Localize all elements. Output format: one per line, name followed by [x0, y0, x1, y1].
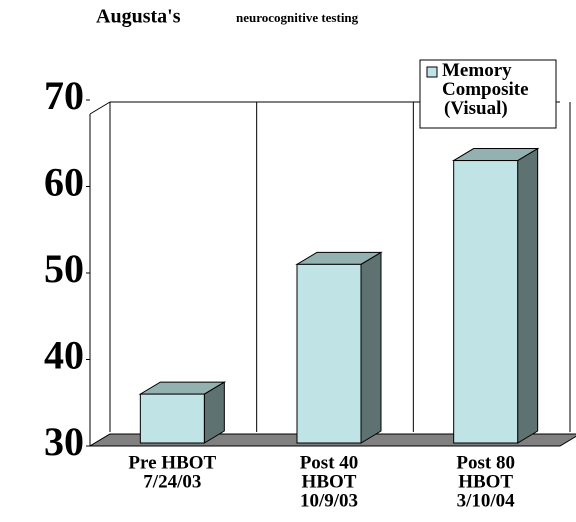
- bar: [295, 251, 383, 444]
- x-tick-label: HBOT: [458, 471, 513, 492]
- chart-title: Augusta's: [96, 6, 181, 28]
- y-tick-label: 60: [44, 160, 84, 205]
- bar-front: [296, 263, 362, 444]
- bar-side: [517, 147, 539, 444]
- x-tick-label: HBOT: [302, 471, 357, 492]
- bar-front: [453, 160, 519, 444]
- legend-label: Memory Composite (Visual): [442, 60, 529, 119]
- y-tick-label: 40: [44, 333, 84, 378]
- y-tick-label: 30: [44, 419, 84, 464]
- bar: [138, 381, 227, 444]
- bar: [451, 147, 540, 444]
- bar-side: [360, 251, 382, 444]
- left-wall-top: [89, 101, 111, 115]
- x-tick-label: 7/24/03: [143, 471, 201, 492]
- y-tick-label: 70: [44, 73, 84, 118]
- chart-subtitle: neurocognitive testing: [236, 10, 359, 25]
- x-tick-label: 10/9/03: [300, 490, 358, 511]
- x-tick-label: Post 80: [456, 452, 515, 473]
- legend-swatch: [426, 66, 438, 78]
- y-tick-label: 50: [44, 246, 84, 291]
- x-tick-label: 3/10/04: [457, 490, 516, 511]
- bar-front: [139, 393, 205, 444]
- x-tick-label: Pre HBOT: [128, 452, 216, 473]
- x-tick-label: Post 40: [300, 452, 359, 473]
- legend-box: [419, 59, 557, 129]
